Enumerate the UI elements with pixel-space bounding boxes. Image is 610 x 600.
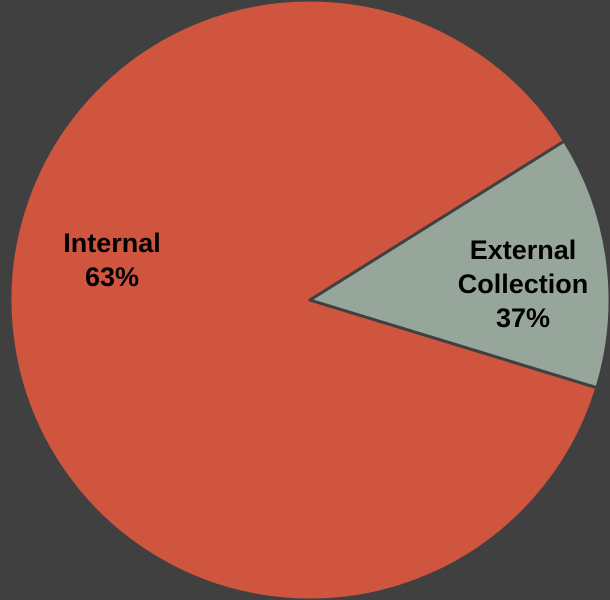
slice-label-line: Internal	[63, 228, 161, 258]
slice-label-line: 63%	[85, 262, 139, 292]
slices-layer	[8, 0, 610, 600]
slice-label-internal: Internal 63%	[63, 228, 161, 292]
slice-label-line: Collection	[458, 269, 589, 299]
pie-slice-internal	[8, 0, 599, 600]
pie-slice-external-collection	[308, 139, 610, 390]
slice-label-line: External	[470, 235, 577, 265]
slice-label-line: 37%	[496, 303, 550, 333]
labels-layer: Internal 63% External Collection 37%	[63, 228, 588, 333]
slice-label-external-collection: External Collection 37%	[458, 235, 589, 333]
